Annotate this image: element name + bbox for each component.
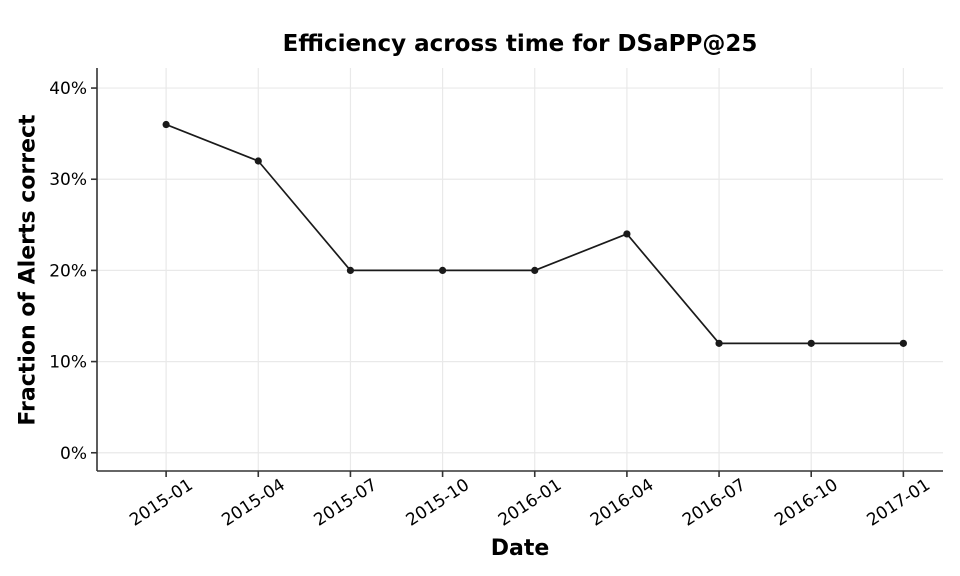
data-point (623, 230, 631, 238)
x-tick-label: 2015-10 (403, 475, 473, 530)
y-tick-label: 0% (60, 444, 87, 464)
x-tick-label: 2015-07 (310, 475, 380, 530)
data-point (346, 266, 355, 275)
y-tick-label: 20% (49, 261, 87, 281)
data-point (807, 339, 815, 347)
x-tick-label: 2015-04 (218, 475, 288, 530)
y-tick-label: 30% (49, 170, 87, 190)
x-tick-label: 2016-01 (495, 475, 565, 530)
y-tick-label: 40% (49, 79, 87, 99)
chart-title: Efficiency across time for DSaPP@25 (282, 31, 758, 57)
x-tick-label: 2016-04 (587, 475, 657, 530)
x-tick-label: 2015-01 (126, 475, 196, 530)
data-point (438, 266, 447, 275)
data-point (531, 266, 539, 275)
y-tick-label: 10% (49, 353, 87, 373)
data-point (162, 120, 170, 129)
data-point (899, 339, 907, 347)
x-tick-label: 2016-10 (771, 475, 841, 530)
x-axis-label: Date (490, 536, 550, 561)
x-tick-label: 2016-07 (679, 475, 749, 530)
data-point (715, 339, 723, 347)
x-tick-label: 2017-01 (863, 475, 933, 530)
data-point (254, 157, 262, 165)
